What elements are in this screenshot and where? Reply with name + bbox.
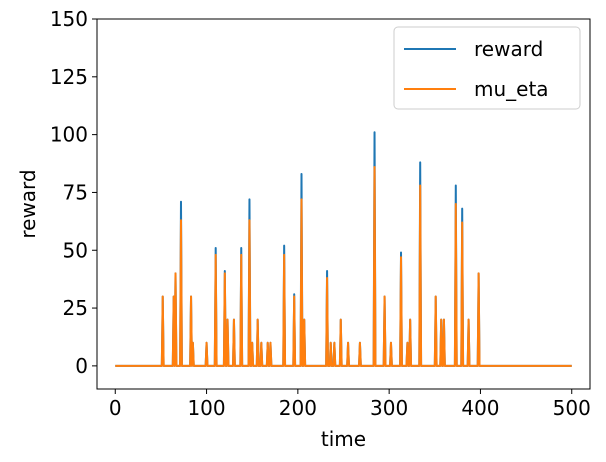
legend: reward mu_eta xyxy=(393,26,581,110)
y-tick-label: 125 xyxy=(50,65,88,89)
series-line-mu-eta xyxy=(115,166,572,367)
y-axis-label: reward xyxy=(16,169,40,238)
series-line-reward xyxy=(115,131,572,367)
x-axis-label: time xyxy=(321,427,366,451)
plot-area xyxy=(115,131,572,367)
plot-frame xyxy=(96,18,591,390)
y-tick-label: 75 xyxy=(63,180,88,204)
x-tick-label: 200 xyxy=(279,396,317,420)
x-tick-label: 300 xyxy=(370,396,408,420)
legend-label-reward: reward xyxy=(474,37,543,61)
y-tick-label: 25 xyxy=(63,296,88,320)
axes: 0 100 200 300 400 500 0 25 50 75 100 125 150 xyxy=(50,7,591,420)
y-tick-label: 100 xyxy=(50,123,88,147)
y-tick-label: 50 xyxy=(63,238,88,262)
x-tick-label: 500 xyxy=(553,396,591,420)
legend-label-mu-eta: mu_eta xyxy=(474,77,549,101)
y-tick-label: 0 xyxy=(75,354,88,378)
x-tick-label: 400 xyxy=(461,396,499,420)
y-tick-label: 150 xyxy=(50,7,88,31)
x-tick-label: 0 xyxy=(109,396,122,420)
x-tick-label: 100 xyxy=(187,396,225,420)
